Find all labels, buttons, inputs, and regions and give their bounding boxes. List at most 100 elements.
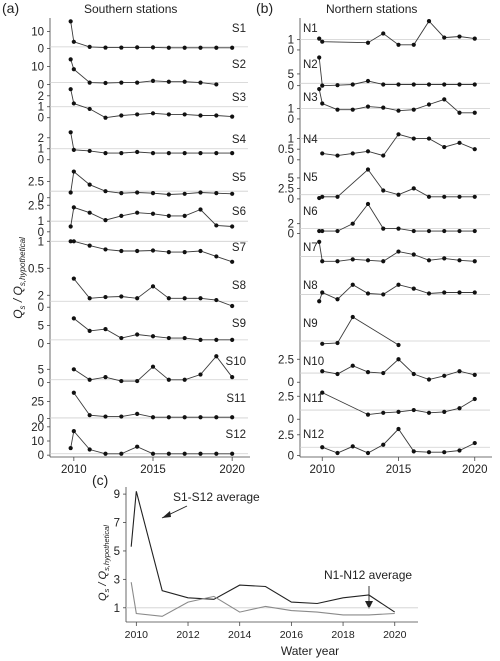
data-point bbox=[335, 450, 340, 456]
data-point bbox=[411, 136, 416, 141]
svg-text:Qs / Qs,hypothetical: Qs / Qs,hypothetical bbox=[97, 525, 111, 601]
data-point bbox=[472, 110, 477, 115]
data-point bbox=[150, 45, 156, 50]
data-point bbox=[350, 221, 355, 226]
data-point bbox=[135, 80, 140, 85]
data-point bbox=[230, 191, 235, 196]
data-point bbox=[182, 335, 187, 341]
data-point bbox=[230, 114, 235, 119]
data-point bbox=[119, 414, 124, 419]
data-point bbox=[103, 375, 108, 380]
station-label: N11 bbox=[303, 393, 323, 405]
svg-text:Qs / Qs,hypothetical: Qs / Qs,hypothetical bbox=[11, 237, 27, 319]
x-tick-label: 2014 bbox=[228, 629, 252, 641]
y-tick-label: 1 bbox=[114, 603, 120, 615]
data-point bbox=[442, 373, 447, 378]
data-point bbox=[230, 415, 235, 420]
series-line-south-average bbox=[130, 491, 396, 613]
data-point bbox=[87, 44, 92, 50]
data-point bbox=[103, 327, 108, 332]
data-point bbox=[381, 153, 386, 158]
data-point bbox=[442, 82, 447, 87]
data-point bbox=[472, 228, 477, 234]
subplot-n11: 0 2.5 N11 bbox=[278, 390, 490, 426]
data-point bbox=[166, 451, 171, 456]
subplot-s2: 0 10 S2 bbox=[31, 57, 248, 91]
station-label: N12 bbox=[303, 429, 324, 441]
data-point bbox=[426, 450, 432, 455]
data-point bbox=[150, 334, 156, 339]
data-point bbox=[335, 194, 340, 199]
x-tick-label: 2020 bbox=[383, 629, 407, 641]
y-tick-label: 1 bbox=[38, 102, 44, 114]
data-point bbox=[350, 444, 355, 449]
data-point bbox=[166, 335, 171, 341]
data-point bbox=[87, 328, 92, 333]
data-point bbox=[335, 297, 340, 302]
data-point bbox=[71, 239, 76, 244]
y-tick-label: 0 bbox=[288, 451, 294, 463]
data-point bbox=[426, 102, 432, 107]
data-point bbox=[381, 292, 386, 297]
subplot-s9: 0 5 S9 bbox=[38, 316, 248, 350]
data-point bbox=[166, 112, 171, 117]
data-point bbox=[198, 190, 203, 195]
y-tick-label: 0.5 bbox=[28, 263, 44, 275]
data-point bbox=[103, 294, 108, 300]
data-point bbox=[150, 415, 156, 420]
y-tick-label: 5 bbox=[38, 321, 44, 333]
x-tick-label: 2015 bbox=[386, 464, 412, 476]
station-label: S11 bbox=[226, 393, 246, 405]
data-point bbox=[230, 375, 235, 380]
data-point bbox=[71, 169, 76, 174]
series-line-n10 bbox=[322, 358, 475, 380]
x-tick-label: 2016 bbox=[280, 629, 304, 641]
data-point bbox=[381, 370, 386, 376]
data-point bbox=[381, 105, 386, 110]
data-point bbox=[411, 42, 416, 47]
data-point bbox=[103, 151, 108, 156]
series-line-north-average bbox=[130, 582, 395, 617]
data-point bbox=[426, 258, 432, 263]
data-point bbox=[381, 442, 386, 447]
data-point bbox=[119, 151, 124, 156]
series-line-n4 bbox=[322, 133, 475, 157]
data-point bbox=[457, 82, 462, 87]
panel-b-title: Northern stations bbox=[326, 2, 417, 16]
station-label: N5 bbox=[303, 172, 318, 184]
data-point bbox=[71, 390, 76, 395]
data-point bbox=[182, 451, 187, 456]
data-point bbox=[68, 130, 73, 135]
data-point bbox=[119, 80, 124, 85]
data-point bbox=[396, 108, 401, 113]
data-point bbox=[335, 107, 340, 112]
y-tick-label: 1 bbox=[38, 144, 44, 156]
data-point bbox=[150, 364, 156, 369]
data-point bbox=[68, 224, 73, 229]
y-tick-label: 5 bbox=[114, 546, 120, 558]
data-point bbox=[350, 107, 355, 112]
x-tick-label: 2012 bbox=[176, 629, 200, 641]
station-label: N3 bbox=[303, 92, 318, 104]
station-label: S9 bbox=[232, 318, 246, 330]
data-point bbox=[214, 151, 219, 156]
data-point bbox=[426, 82, 432, 87]
annotation-north-arrow-head bbox=[365, 601, 373, 609]
data-point bbox=[317, 86, 322, 92]
data-point bbox=[230, 337, 235, 342]
data-point bbox=[365, 149, 371, 154]
data-point bbox=[150, 111, 156, 116]
data-point bbox=[396, 282, 401, 287]
data-point bbox=[472, 194, 477, 199]
data-point bbox=[350, 257, 355, 262]
station-label: S8 bbox=[232, 280, 246, 292]
data-point bbox=[198, 80, 203, 85]
y-tick-label: 0 bbox=[38, 227, 44, 239]
data-point bbox=[350, 151, 355, 156]
data-point bbox=[135, 378, 140, 384]
y-tick-label: 1 bbox=[288, 134, 294, 146]
data-point bbox=[182, 191, 187, 196]
station-label: N8 bbox=[303, 280, 318, 292]
